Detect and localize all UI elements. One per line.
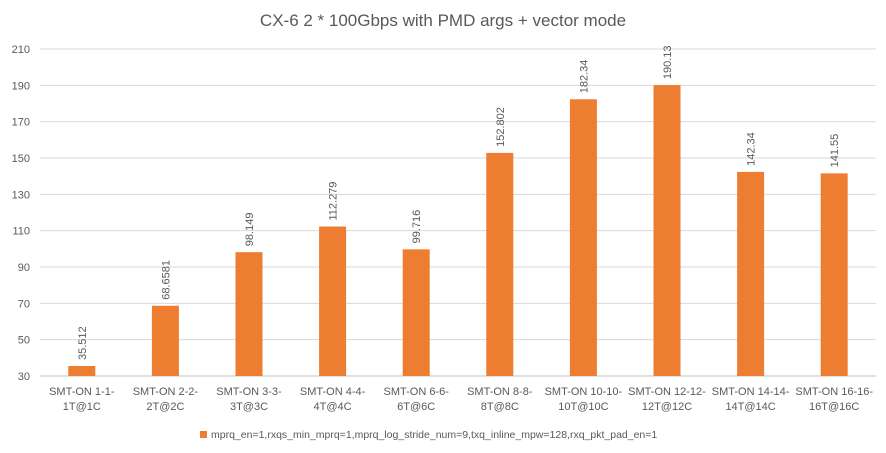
y-tick-label: 130 [12, 189, 30, 201]
chart-title: CX-6 2 * 100Gbps with PMD args + vector … [260, 11, 626, 30]
bar [486, 152, 514, 376]
bar [569, 99, 597, 377]
bar [235, 252, 263, 376]
bar [653, 85, 681, 376]
y-tick-label: 50 [18, 335, 30, 347]
y-tick-label: 30 [18, 371, 30, 383]
bar [68, 365, 96, 376]
data-label: 112.279 [328, 182, 340, 221]
data-label: 190.13 [662, 45, 674, 79]
y-tick-label: 190 [12, 80, 30, 92]
x-tick-label: SMT-ON 3-3-3T@3C [216, 386, 282, 413]
y-tick-label: 150 [12, 153, 30, 165]
x-tick-label: SMT-ON 8-8-8T@8C [467, 386, 533, 413]
data-label: 182.34 [578, 60, 590, 94]
y-tick-label: 70 [18, 298, 30, 310]
bar [737, 171, 765, 376]
bar [151, 305, 179, 376]
x-tick-label: SMT-ON 1-1-1T@1C [49, 386, 115, 413]
legend-label: mprq_en=1,rxqs_min_mprq=1,mprq_log_strid… [211, 429, 657, 441]
x-tick-label: SMT-ON 6-6-6T@6C [383, 386, 449, 413]
x-tick-label: SMT-ON 2-2-2T@2C [133, 386, 199, 413]
bar [319, 226, 347, 376]
data-label: 98.149 [244, 213, 256, 247]
data-label: 99.716 [411, 210, 423, 244]
bar [820, 173, 848, 376]
x-tick-label: SMT-ON 12-12-12T@12C [628, 386, 706, 413]
legend-swatch [200, 431, 207, 438]
y-tick-label: 210 [12, 44, 30, 56]
data-label: 142.34 [746, 132, 758, 166]
x-tick-label: SMT-ON 4-4-4T@4C [300, 386, 366, 413]
bars [68, 85, 848, 377]
legend: mprq_en=1,rxqs_min_mprq=1,mprq_log_strid… [200, 429, 657, 441]
x-tick-label: SMT-ON 16-16-16T@16C [795, 386, 873, 413]
data-label: 68.6581 [160, 260, 172, 300]
x-tick-label: SMT-ON 10-10-10T@10C [545, 386, 623, 413]
y-tick-label: 90 [18, 262, 30, 274]
data-labels: 35.512 68.6581 98.149 112.279 99.716 152.802 1… [77, 45, 841, 360]
x-axis-ticks: SMT-ON 1-1-1T@1C SMT-ON 2-2-2T@2C SMT-ON 3… [49, 386, 873, 413]
y-tick-label: 110 [12, 226, 30, 238]
y-axis-ticks: 30 50 70 90 110 130 150 170 190 210 [12, 44, 30, 383]
bar [402, 249, 430, 376]
y-tick-label: 170 [12, 117, 30, 129]
x-tick-label: SMT-ON 14-14-14T@14C [712, 386, 790, 413]
gridlines [40, 48, 876, 377]
data-label: 141.55 [829, 134, 841, 168]
data-label: 152.802 [495, 107, 507, 147]
data-label: 35.512 [77, 326, 89, 360]
